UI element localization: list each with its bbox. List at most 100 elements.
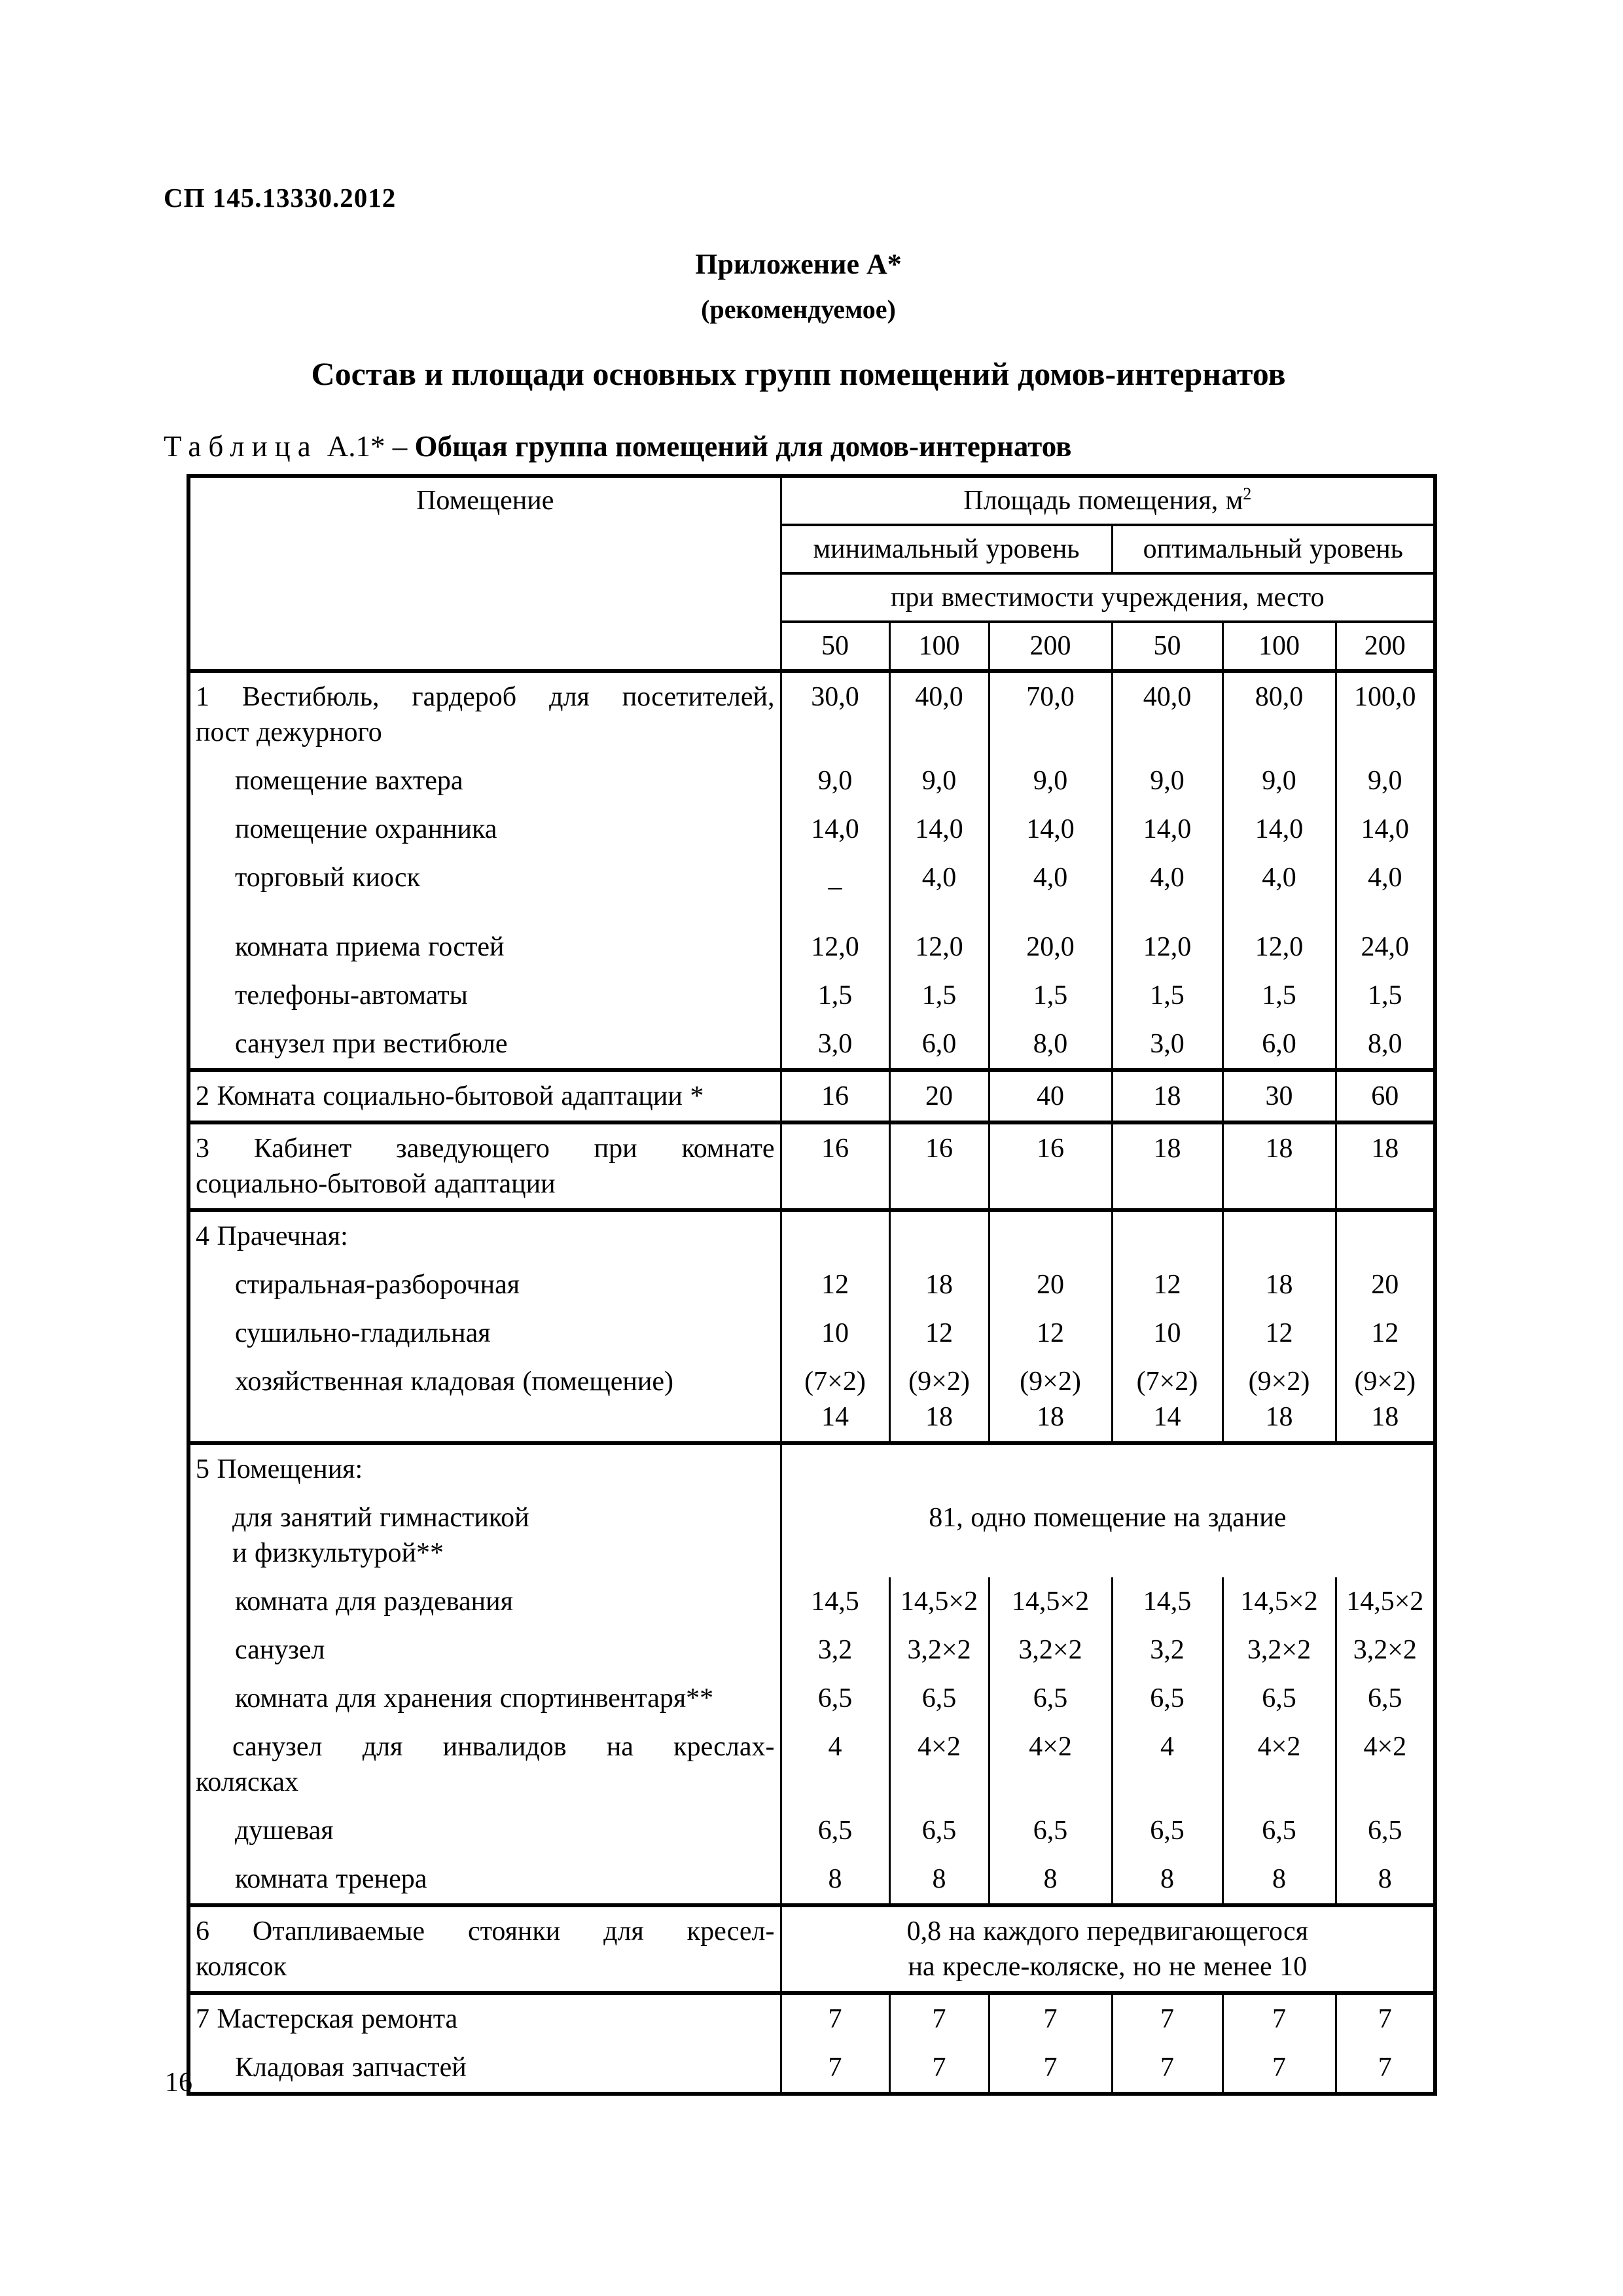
table-cell: душевая: [235, 1816, 334, 1846]
table-cell: (7×2) 14: [779, 1357, 889, 1443]
table-cell: 14,0: [888, 805, 989, 853]
table-cell: телефоны-автоматы: [235, 980, 468, 1011]
table-cell: 6 Отапливаемые стоянки для кресел-колясо…: [188, 1903, 781, 1993]
table-cell: 5 Помещения:: [188, 1441, 781, 1494]
table-cell-line: 3 Кабинет заведующего при комнате: [196, 1134, 775, 1164]
table-cell: 20: [888, 1068, 989, 1122]
table-cell: 1,5: [779, 971, 889, 1020]
table-cell-line: колясок: [196, 1952, 287, 1982]
table-cell: 16: [779, 1068, 889, 1122]
table-cell: 80,0: [1221, 669, 1336, 757]
table-cell: 7: [988, 2043, 1112, 2094]
table-body: 1 Вестибюль, гардероб для посетителей, по…: [188, 669, 1436, 2094]
table-cell: 16: [988, 1121, 1112, 1210]
table-cell: 7: [1334, 2043, 1436, 2094]
table-cell: 6,5: [1111, 1806, 1222, 1855]
table-cell-line: (9×2): [1354, 1367, 1416, 1397]
header-row-capacity: при вместимости учреждения, место: [188, 573, 1436, 623]
header-area-superscript: 2: [1243, 484, 1252, 503]
row-kiosk: торговый киоск –4,0 4,0 4,0 4,0 4,0: [188, 853, 1436, 923]
table-cell-line: 18: [1371, 1402, 1399, 1432]
row-laundry: 4 Прачечная:: [188, 1208, 1436, 1261]
table-cell: санузел: [235, 1635, 325, 1665]
table-cell: 0,8 на каждого передвигающегося на кресле…: [779, 1903, 1436, 1993]
table-cell: 4×2: [888, 1723, 989, 1806]
table-cell: 7: [1221, 1991, 1336, 2043]
table-cell: 8: [988, 1855, 1112, 1905]
header-row-capacity-values: 50 100 200 50 100 200: [188, 622, 1436, 671]
title-block: Приложение А* (рекомендуемое) Состав и п…: [164, 247, 1433, 393]
table-cell: 1,5: [1111, 971, 1222, 1020]
table-cell: 12: [1221, 1309, 1336, 1357]
row-manager-office: 3 Кабинет заведующего при комнате социаль…: [188, 1121, 1436, 1210]
table-cell: 40,0: [888, 669, 989, 757]
table-cell: комната для хранения спортинвентаря**: [235, 1683, 714, 1713]
table-cell: [779, 1208, 889, 1261]
table-cell: 7: [779, 1991, 889, 2043]
table-cell-line: 0,8 на каждого передвигающегося: [906, 1916, 1308, 1946]
header-row-levels: минимальный уровень оптимальный уровень: [188, 525, 1436, 575]
table-cell-line: социально-бытовой адаптации: [196, 1169, 556, 1199]
table-cell: 6,0: [1221, 1020, 1336, 1070]
table-cell: комната тренера: [235, 1864, 427, 1894]
table-cell: торговый киоск: [235, 863, 420, 893]
table-cell: 7: [1221, 2043, 1336, 2094]
doc-code: СП 145.13330.2012: [164, 183, 397, 213]
table-cell: 8: [1334, 1855, 1436, 1905]
row-guest-room: комната приема гостей 12,0 12,0 20,0 12,0 12,…: [188, 923, 1436, 971]
table-cell: 100,0: [1334, 669, 1436, 757]
table-cell: (9×2) 18: [1221, 1357, 1336, 1443]
table-caption-number: А.1* –: [327, 430, 408, 463]
table-cell: 3,2×2: [988, 1626, 1112, 1674]
header-opt-level-cell: оптимальный уровень: [1111, 525, 1436, 575]
table-cell: 9,0: [1111, 757, 1222, 805]
table-cell: 4,0: [1334, 853, 1436, 923]
table-cell: 6,5: [888, 1674, 989, 1723]
table-cell-line: и физкультурой**: [232, 1538, 444, 1568]
table-cell: сушильно-гладильная: [235, 1318, 491, 1348]
table-cell: 81, одно помещение на здание: [779, 1494, 1436, 1577]
table-cell: санузел для инвалидов на креслах-коляска…: [188, 1723, 781, 1806]
table-cell: 3,2: [1111, 1626, 1222, 1674]
table-cell: 18: [1111, 1121, 1222, 1210]
table-cell-line: колясках: [196, 1767, 299, 1797]
table-cell-line: –: [828, 872, 842, 902]
table-cell: 14,5×2: [988, 1577, 1112, 1626]
table-cell: 6,5: [1334, 1806, 1436, 1855]
table-cell: [1221, 1208, 1336, 1261]
table-cell: 9,0: [779, 757, 889, 805]
table-cell: 24,0: [1334, 923, 1436, 971]
table-cell: 40: [988, 1068, 1112, 1122]
table-cell: 6,5: [1334, 1674, 1436, 1723]
table-a1: Помещение Площадь помещения, м2 минималь…: [187, 474, 1438, 2096]
table-cell: (9×2) 18: [988, 1357, 1112, 1443]
row-repair-shop: 7 Мастерская ремонта 7 7 7 7 7 7: [188, 1991, 1436, 2043]
table-caption-title: Общая группа помещений для домов-интерна…: [414, 430, 1072, 463]
row-storeroom: хозяйственная кладовая (помещение) (7×2) 1…: [188, 1357, 1436, 1443]
table-cell: 1,5: [988, 971, 1112, 1020]
table-cell: 4×2: [1334, 1723, 1436, 1806]
table-cell: 12,0: [1111, 923, 1222, 971]
table-cell-line: 6 Отапливаемые стоянки для кресел-: [196, 1916, 775, 1946]
table-cell: 1 Вестибюль, гардероб для посетителей, по…: [188, 669, 781, 757]
table-cell: 40,0: [1111, 669, 1222, 757]
table-cell: 7: [888, 1991, 989, 2043]
table-caption: Таблица А.1* – Общая группа помещений для…: [164, 429, 1436, 463]
row-vestibule: 1 Вестибюль, гардероб для посетителей, по…: [188, 669, 1436, 757]
table-cell: 4,0: [888, 853, 989, 923]
table-cell: комната приема гостей: [235, 932, 505, 962]
table-cell-line: пост дежурного: [196, 717, 382, 747]
table-cell-line: на кресле-коляске, но не менее 10: [908, 1952, 1308, 1982]
table-cell: [1334, 1208, 1436, 1261]
table-cell: [1111, 1208, 1222, 1261]
table-cell: 6,5: [1111, 1674, 1222, 1723]
table-cell: 12: [1334, 1309, 1436, 1357]
table-cell: 4×2: [988, 1723, 1112, 1806]
page-number: 16: [165, 2068, 192, 2098]
table-cell: [988, 1208, 1112, 1261]
table-cell: 30,0: [779, 669, 889, 757]
table-cell: хозяйственная кладовая (помещение): [235, 1367, 673, 1397]
table-cell: 6,5: [779, 1806, 889, 1855]
table-cell: 30: [1221, 1068, 1336, 1122]
